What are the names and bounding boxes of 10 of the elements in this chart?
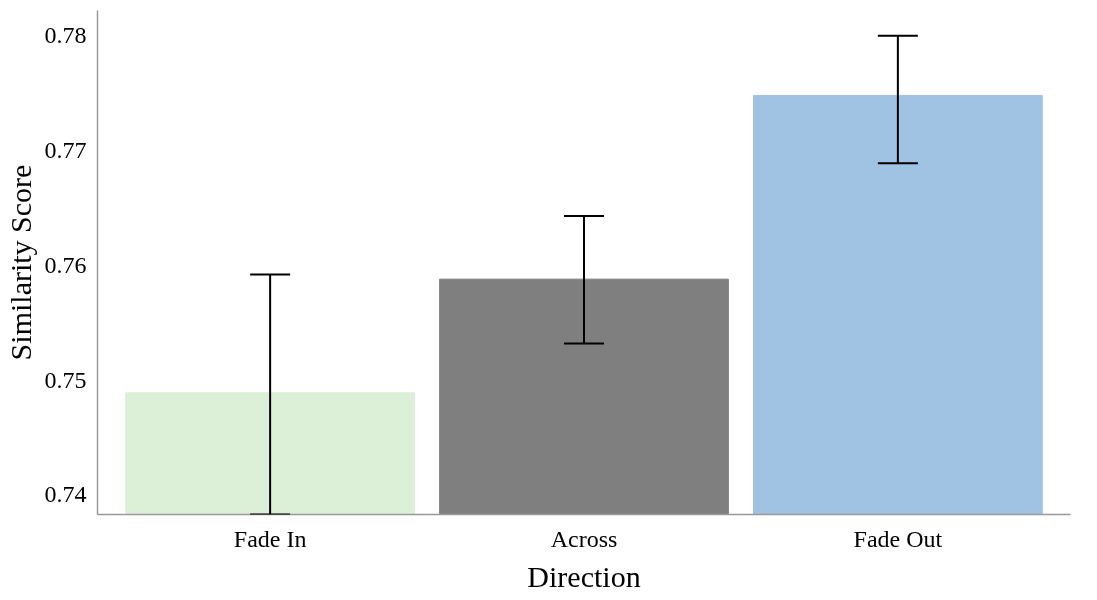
x-tick-label: Fade Out [853, 525, 943, 552]
y-tick-label: 0.76 [44, 251, 87, 278]
y-tick-label: 0.75 [44, 366, 87, 393]
y-tick-label: 0.78 [44, 22, 87, 49]
y-tick-label: 0.77 [44, 137, 87, 164]
y-axis-title: Similarity Score [3, 164, 37, 361]
y-tick-label: 0.74 [44, 481, 87, 508]
x-axis-title: Direction [527, 559, 641, 593]
x-tick-label: Fade In [233, 525, 307, 552]
x-tick-label: Across [550, 525, 618, 552]
